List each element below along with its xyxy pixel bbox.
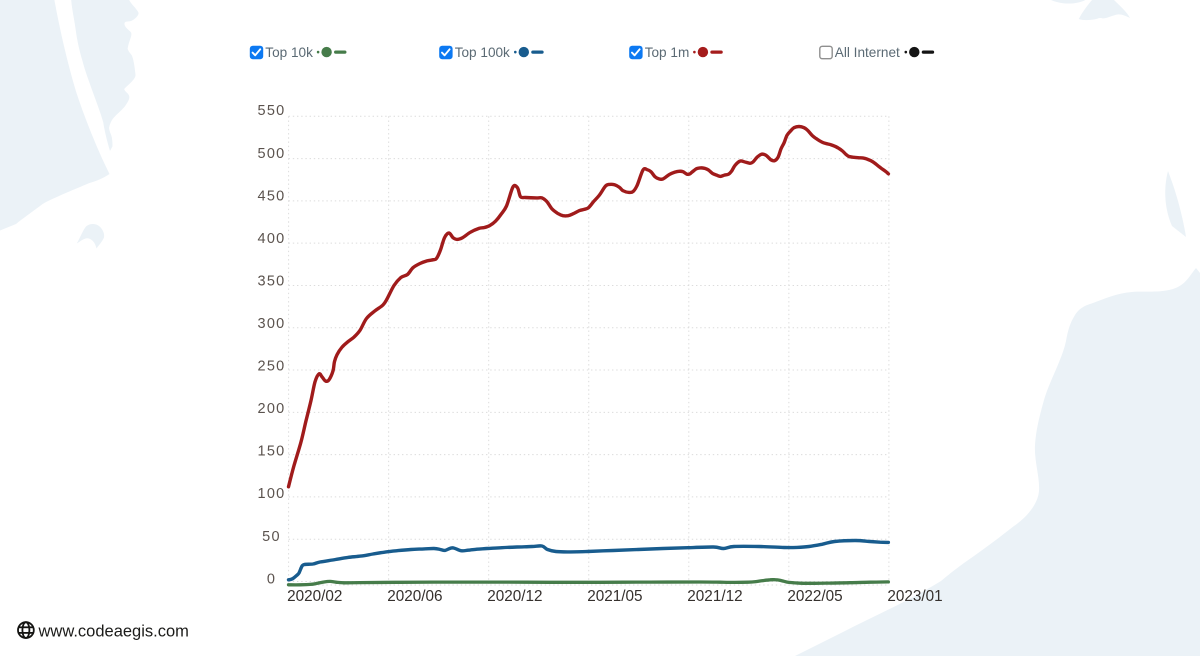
- svg-text:100: 100: [257, 486, 285, 502]
- svg-text:2021/05: 2021/05: [587, 588, 642, 605]
- svg-text:200: 200: [257, 401, 285, 417]
- svg-text:Top 100k: Top 100k: [455, 45, 510, 60]
- svg-text:2022/05: 2022/05: [787, 588, 842, 605]
- svg-text:250: 250: [257, 359, 285, 375]
- svg-text:2020/06: 2020/06: [387, 588, 442, 605]
- svg-text:All Internet: All Internet: [835, 45, 900, 60]
- svg-text:350: 350: [257, 273, 285, 289]
- svg-text:2020/02: 2020/02: [287, 588, 342, 605]
- svg-text:0: 0: [267, 571, 276, 587]
- svg-text:www.codeaegis.com: www.codeaegis.com: [38, 622, 189, 640]
- svg-text:500: 500: [257, 146, 285, 162]
- svg-text:550: 550: [257, 103, 285, 119]
- svg-text:2021/12: 2021/12: [687, 588, 742, 605]
- svg-text:450: 450: [257, 188, 285, 204]
- svg-text:Top 1m: Top 1m: [645, 45, 690, 60]
- svg-text:2020/12: 2020/12: [487, 588, 542, 605]
- svg-text:Top 10k: Top 10k: [265, 45, 313, 60]
- svg-text:50: 50: [262, 529, 281, 545]
- svg-text:2023/01: 2023/01: [887, 588, 942, 605]
- svg-text:300: 300: [257, 316, 285, 332]
- svg-text:400: 400: [257, 231, 285, 247]
- svg-text:150: 150: [257, 444, 285, 460]
